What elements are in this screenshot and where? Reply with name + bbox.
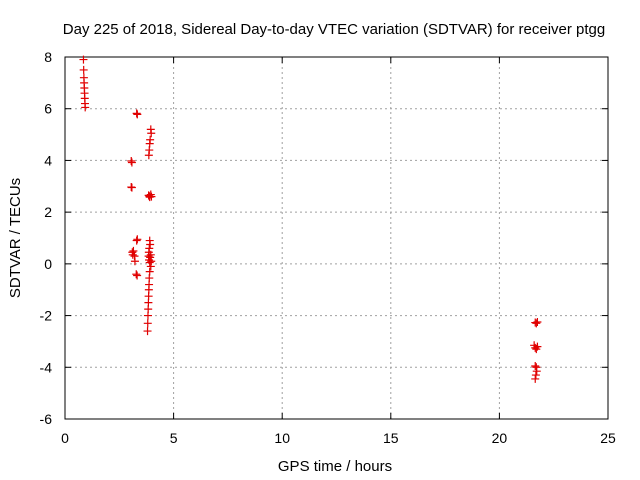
data-point bbox=[147, 129, 156, 138]
data-point bbox=[133, 271, 142, 280]
data-point bbox=[144, 151, 153, 160]
data-point bbox=[129, 246, 138, 255]
grid bbox=[65, 57, 608, 419]
y-tick-label: -4 bbox=[40, 359, 53, 375]
data-point bbox=[531, 361, 540, 370]
y-tick-label: 0 bbox=[44, 256, 52, 272]
data-point bbox=[133, 110, 142, 119]
ticks: 0 5 10 15 20 25 -6 -4 -2 0 2 4 6 8 bbox=[40, 49, 616, 446]
plot-frame bbox=[64, 56, 609, 420]
data-point bbox=[127, 156, 136, 165]
data-point bbox=[531, 374, 540, 383]
y-tick-label: 8 bbox=[44, 49, 52, 65]
x-tick-label: 5 bbox=[170, 430, 178, 446]
y-tick-label: 6 bbox=[44, 101, 52, 117]
data-point bbox=[532, 367, 541, 376]
data-point bbox=[128, 250, 137, 259]
data-point bbox=[81, 103, 90, 112]
data-point bbox=[132, 270, 141, 279]
data-point bbox=[143, 319, 152, 328]
y-tick-label: -2 bbox=[40, 308, 53, 324]
y-tick-label: 2 bbox=[44, 204, 52, 220]
data-point bbox=[127, 183, 136, 192]
data-point bbox=[132, 236, 141, 245]
data-point bbox=[127, 158, 136, 167]
data-point bbox=[79, 55, 88, 64]
x-tick-label: 0 bbox=[61, 430, 69, 446]
x-tick-label: 25 bbox=[600, 430, 616, 446]
x-tick-label: 10 bbox=[274, 430, 290, 446]
data-point bbox=[133, 235, 142, 244]
y-tick-label: 4 bbox=[44, 152, 52, 168]
data-point bbox=[532, 319, 541, 328]
x-tick-label: 20 bbox=[492, 430, 508, 446]
data-point bbox=[143, 327, 152, 336]
data-point bbox=[146, 262, 155, 271]
data-point bbox=[130, 257, 139, 266]
data-point bbox=[533, 318, 542, 327]
data-point bbox=[146, 240, 155, 249]
y-tick-label: -6 bbox=[40, 411, 53, 427]
chart-title: Day 225 of 2018, Sidereal Day-to-day VTE… bbox=[63, 21, 605, 38]
x-axis-label: GPS time / hours bbox=[278, 458, 392, 475]
y-axis-label: SDTVAR / TECUs bbox=[7, 178, 24, 298]
data-point bbox=[143, 311, 152, 320]
data-point bbox=[533, 342, 542, 351]
data-point bbox=[132, 109, 141, 118]
data-point bbox=[79, 65, 88, 74]
data-point bbox=[531, 371, 540, 380]
data-points bbox=[79, 55, 542, 383]
x-tick-label: 15 bbox=[383, 430, 399, 446]
data-point bbox=[147, 192, 156, 201]
